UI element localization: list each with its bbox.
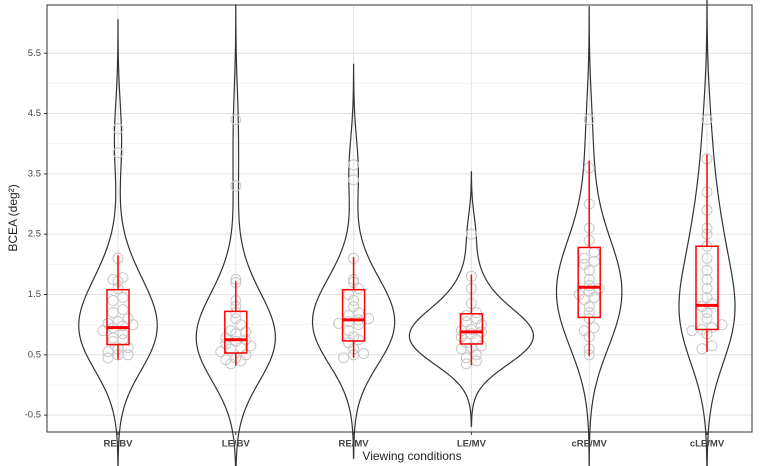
data-point <box>343 337 355 349</box>
violin <box>678 0 736 466</box>
box <box>459 313 484 345</box>
box <box>695 245 719 331</box>
x-tick-label: LE/MV <box>457 439 487 450</box>
data-point <box>343 316 355 328</box>
violin <box>78 19 158 466</box>
data-point <box>701 264 713 276</box>
y-tick-label: 3.5 <box>28 168 41 179</box>
x-tick-label: cLE/MV <box>690 439 725 450</box>
data-point <box>706 322 718 334</box>
data-point <box>588 246 600 258</box>
box <box>224 310 248 354</box>
data-point <box>220 332 232 344</box>
data-point <box>583 114 595 126</box>
data-point <box>706 298 718 310</box>
data-point <box>102 352 114 364</box>
data-point <box>701 114 713 126</box>
data-point <box>716 319 728 331</box>
data-point <box>701 313 713 325</box>
data-point <box>117 334 129 346</box>
x-tick-label: RE/BV <box>103 439 133 450</box>
data-point <box>122 313 134 325</box>
data-point <box>470 307 482 319</box>
data-point <box>358 348 370 360</box>
data-point <box>706 340 718 352</box>
data-point <box>573 288 585 300</box>
data-point <box>475 340 487 352</box>
y-tick-label: 0.5 <box>28 349 41 360</box>
data-point <box>338 352 350 364</box>
data-point <box>117 328 129 340</box>
data-point <box>701 282 713 294</box>
data-point <box>353 282 365 294</box>
plot-border <box>46 4 753 433</box>
data-point <box>465 228 477 240</box>
violin <box>555 6 623 466</box>
data-point <box>701 273 713 285</box>
data-point <box>470 355 482 367</box>
data-point <box>225 325 237 337</box>
violin <box>408 171 535 427</box>
data-point <box>583 273 595 285</box>
data-point <box>348 301 360 313</box>
y-tick-label: 2.5 <box>28 229 41 240</box>
data-point <box>122 342 134 354</box>
data-point <box>230 313 242 325</box>
box <box>577 246 601 319</box>
data-point <box>348 159 360 171</box>
data-point <box>583 279 595 291</box>
data-point <box>460 358 472 370</box>
x-tick-label: cRE/MV <box>572 439 608 450</box>
y-tick-label: -0.5 <box>25 410 41 421</box>
data-point <box>696 343 708 355</box>
box <box>106 288 130 346</box>
data-point <box>455 343 467 355</box>
data-point <box>701 292 713 304</box>
data-point <box>701 252 713 264</box>
data-point <box>107 295 119 307</box>
data-point <box>470 313 482 325</box>
data-point <box>230 114 242 126</box>
data-point <box>343 325 355 337</box>
data-point <box>578 252 590 264</box>
y-tick-label: 4.5 <box>28 108 41 119</box>
x-tick-label: RE/MV <box>339 439 370 450</box>
data-point <box>460 316 472 328</box>
data-point <box>578 325 590 337</box>
y-tick-label: 1.5 <box>28 289 41 300</box>
data-point <box>230 180 242 192</box>
data-point <box>117 292 129 304</box>
x-tick-label: LE/BV <box>222 439 251 450</box>
data-point <box>588 255 600 267</box>
data-point <box>112 147 124 159</box>
violin <box>311 63 396 459</box>
data-point <box>107 307 119 319</box>
data-point <box>112 123 124 135</box>
box <box>341 288 366 342</box>
data-point <box>578 258 590 270</box>
data-point <box>102 346 114 358</box>
data-point <box>460 310 472 322</box>
data-point <box>353 307 365 319</box>
data-point <box>348 174 360 186</box>
y-axis-title: BCEA (deg²) <box>6 184 20 251</box>
data-point <box>215 346 227 358</box>
y-tick-label: 5.5 <box>28 48 41 59</box>
x-axis-title: Viewing conditions <box>362 449 461 463</box>
data-point <box>117 304 129 316</box>
data-point <box>240 326 252 338</box>
data-point <box>122 349 134 361</box>
data-point <box>465 323 477 335</box>
data-point <box>588 322 600 334</box>
